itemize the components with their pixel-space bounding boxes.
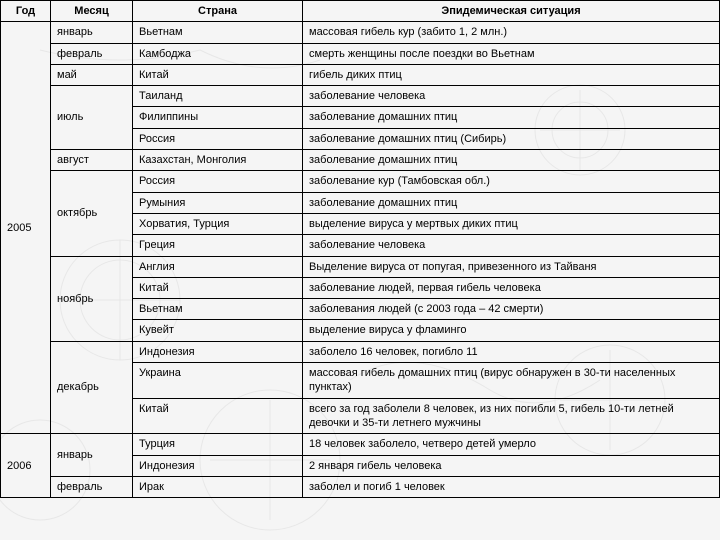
cell-country: Турция xyxy=(133,434,303,455)
cell-situation: заболевание человека xyxy=(303,86,720,107)
cell-situation: заболевание домашних птиц xyxy=(303,192,720,213)
cell-situation: 18 человек заболело, четверо детей умерл… xyxy=(303,434,720,455)
cell-situation: всего за год заболели 8 человек, из них … xyxy=(303,398,720,434)
cell-situation: заболевание людей, первая гибель человек… xyxy=(303,277,720,298)
table-row: 2006январьТурция18 человек заболело, чет… xyxy=(1,434,720,455)
header-country: Страна xyxy=(133,1,303,22)
cell-month: январь xyxy=(51,22,133,43)
table-row: декабрьИндонезиязаболело 16 человек, пог… xyxy=(1,341,720,362)
cell-country: Хорватия, Турция xyxy=(133,213,303,234)
cell-country: Филиппины xyxy=(133,107,303,128)
cell-country: Россия xyxy=(133,171,303,192)
cell-country: Греция xyxy=(133,235,303,256)
table-row: июльТаиландзаболевание человека xyxy=(1,86,720,107)
table-row: октябрьРоссиязаболевание кур (Тамбовская… xyxy=(1,171,720,192)
cell-situation: заболевание домашних птиц (Сибирь) xyxy=(303,128,720,149)
cell-situation: смерть женщины после поездки во Вьетнам xyxy=(303,43,720,64)
cell-situation: заболел и погиб 1 человек xyxy=(303,476,720,497)
table-row: февральИракзаболел и погиб 1 человек xyxy=(1,476,720,497)
cell-situation: заболело 16 человек, погибло 11 xyxy=(303,341,720,362)
cell-country: Казахстан, Монголия xyxy=(133,150,303,171)
table-row: 2005январьВьетнаммассовая гибель кур (за… xyxy=(1,22,720,43)
cell-country: Индонезия xyxy=(133,341,303,362)
cell-country: Китай xyxy=(133,398,303,434)
cell-country: Китай xyxy=(133,64,303,85)
cell-country: Россия xyxy=(133,128,303,149)
cell-situation: Выделение вируса от попугая, привезенног… xyxy=(303,256,720,277)
epidemic-situation-table: Год Месяц Страна Эпидемическая ситуация … xyxy=(0,0,720,498)
cell-country: Кувейт xyxy=(133,320,303,341)
cell-country: Таиланд xyxy=(133,86,303,107)
header-situation: Эпидемическая ситуация xyxy=(303,1,720,22)
cell-country: Украина xyxy=(133,363,303,399)
cell-situation: заболевание домашних птиц xyxy=(303,150,720,171)
cell-country: Румыния xyxy=(133,192,303,213)
cell-country: Китай xyxy=(133,277,303,298)
cell-situation: заболевание кур (Тамбовская обл.) xyxy=(303,171,720,192)
cell-situation: выделение вируса у фламинго xyxy=(303,320,720,341)
table-row: майКитайгибель диких птиц xyxy=(1,64,720,85)
cell-country: Англия xyxy=(133,256,303,277)
cell-month: январь xyxy=(51,434,133,477)
cell-month: февраль xyxy=(51,43,133,64)
cell-country: Ирак xyxy=(133,476,303,497)
cell-year: 2005 xyxy=(1,22,51,434)
cell-situation: заболевания людей (с 2003 года – 42 смер… xyxy=(303,299,720,320)
table-row: февральКамбоджасмерть женщины после поез… xyxy=(1,43,720,64)
cell-situation: выделение вируса у мертвых диких птиц xyxy=(303,213,720,234)
cell-month: декабрь xyxy=(51,341,133,433)
cell-situation: заболевание домашних птиц xyxy=(303,107,720,128)
cell-month: октябрь xyxy=(51,171,133,256)
cell-situation: гибель диких птиц xyxy=(303,64,720,85)
cell-country: Индонезия xyxy=(133,455,303,476)
cell-month: ноябрь xyxy=(51,256,133,341)
table-header-row: Год Месяц Страна Эпидемическая ситуация xyxy=(1,1,720,22)
cell-month: февраль xyxy=(51,476,133,497)
cell-situation: массовая гибель домашних птиц (вирус обн… xyxy=(303,363,720,399)
cell-country: Камбоджа xyxy=(133,43,303,64)
cell-situation: 2 января гибель человека xyxy=(303,455,720,476)
cell-country: Вьетнам xyxy=(133,22,303,43)
cell-month: июль xyxy=(51,86,133,150)
cell-year: 2006 xyxy=(1,434,51,498)
table-row: ноябрьАнглияВыделение вируса от попугая,… xyxy=(1,256,720,277)
cell-situation: заболевание человека xyxy=(303,235,720,256)
header-year: Год xyxy=(1,1,51,22)
table-row: августКазахстан, Монголиязаболевание дом… xyxy=(1,150,720,171)
cell-month: август xyxy=(51,150,133,171)
header-month: Месяц xyxy=(51,1,133,22)
cell-situation: массовая гибель кур (забито 1, 2 млн.) xyxy=(303,22,720,43)
cell-month: май xyxy=(51,64,133,85)
cell-country: Вьетнам xyxy=(133,299,303,320)
